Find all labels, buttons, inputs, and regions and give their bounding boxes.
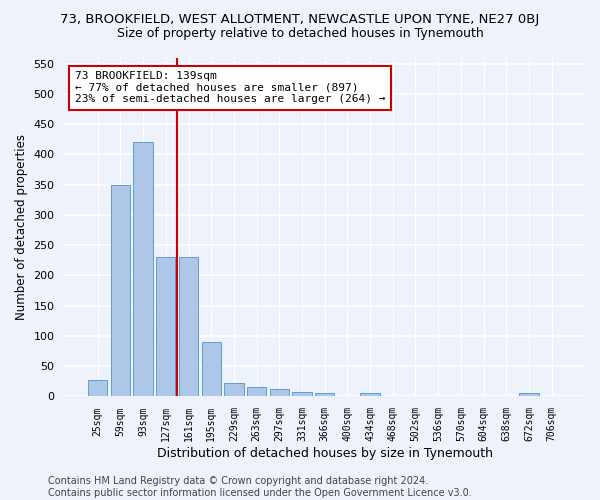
Bar [202, 342, 221, 396]
Text: 73, BROOKFIELD, WEST ALLOTMENT, NEWCASTLE UPON TYNE, NE27 0BJ: 73, BROOKFIELD, WEST ALLOTMENT, NEWCASTL… [61, 12, 539, 26]
Text: Contains HM Land Registry data © Crown copyright and database right 2024.
Contai: Contains HM Land Registry data © Crown c… [48, 476, 472, 498]
Bar [315, 393, 334, 396]
Bar [88, 380, 107, 396]
X-axis label: Distribution of detached houses by size in Tynemouth: Distribution of detached houses by size … [157, 447, 493, 460]
Bar [520, 394, 539, 396]
Bar [292, 392, 311, 396]
Bar [224, 383, 244, 396]
Text: Size of property relative to detached houses in Tynemouth: Size of property relative to detached ho… [116, 28, 484, 40]
Bar [179, 258, 198, 396]
Bar [269, 388, 289, 396]
Bar [361, 394, 380, 396]
Bar [156, 258, 175, 396]
Y-axis label: Number of detached properties: Number of detached properties [15, 134, 28, 320]
Bar [247, 388, 266, 396]
Bar [111, 184, 130, 396]
Bar [133, 142, 153, 397]
Text: 73 BROOKFIELD: 139sqm
← 77% of detached houses are smaller (897)
23% of semi-det: 73 BROOKFIELD: 139sqm ← 77% of detached … [75, 71, 385, 104]
